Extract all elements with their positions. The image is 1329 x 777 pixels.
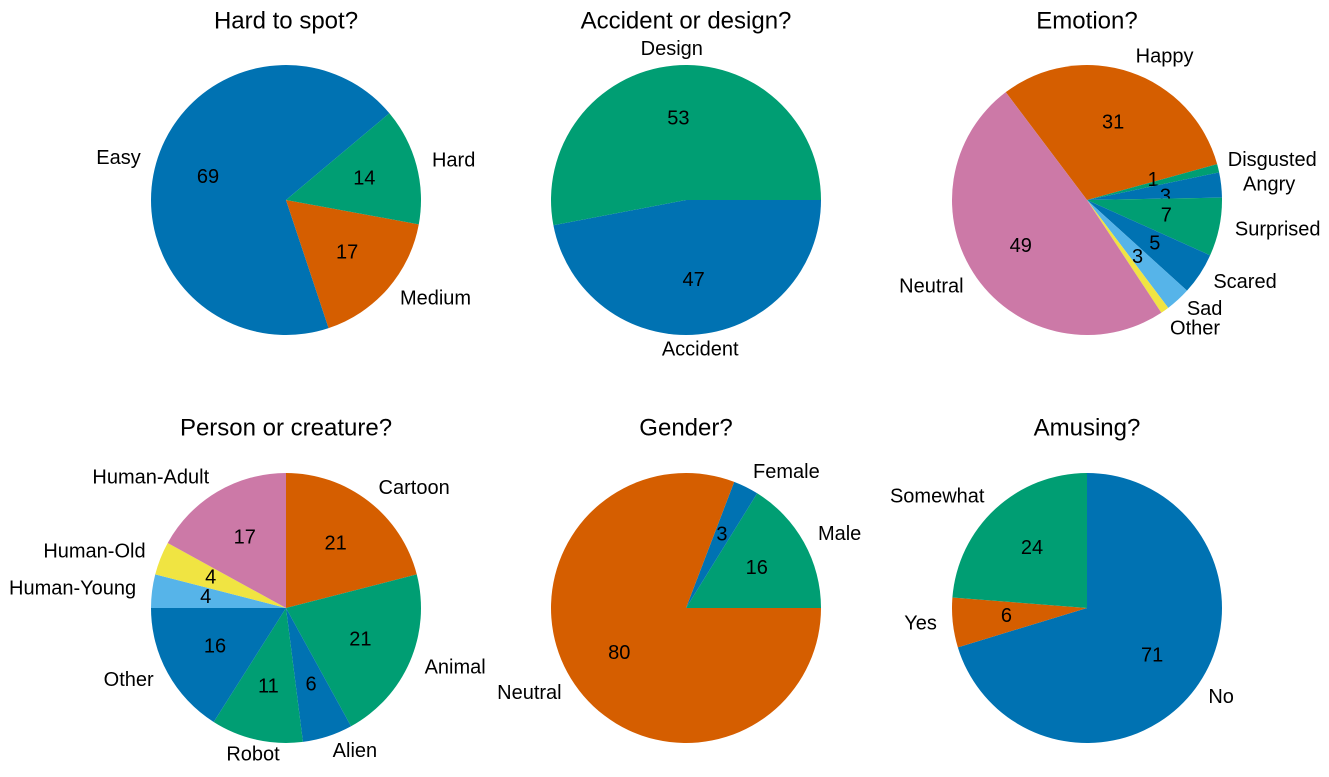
slice-value: 3	[1160, 185, 1171, 207]
pie-slice-scared	[1087, 200, 1211, 291]
slice-value: 31	[1102, 112, 1124, 134]
pie-slice-surprised	[1087, 197, 1222, 256]
slice-label: Neutral	[899, 275, 963, 297]
pie-slice-somewhat	[952, 473, 1087, 608]
pie-slice-easy	[150, 64, 390, 335]
pie-slice-happy	[1005, 65, 1218, 200]
slice-label: Neutral	[497, 682, 561, 704]
slice-label: No	[1208, 686, 1234, 708]
pie-person-or-creature: Person or creature? 21 Cartoon 21 Animal 6 Ali…	[9, 414, 486, 765]
pie-slice-accident	[553, 200, 821, 336]
chart-title: Amusing?	[1034, 414, 1141, 441]
slice-label: Hard	[432, 150, 475, 172]
slice-value: 47	[682, 269, 704, 291]
pie-slice-male	[686, 493, 821, 608]
slice-value: 5	[1149, 233, 1160, 255]
pie-hard-to-spot: Hard to spot? 69 Easy 17 Medium 14 Hard	[96, 7, 475, 335]
slice-value: 6	[305, 673, 316, 695]
slice-label: Disgusted	[1228, 149, 1317, 171]
pie-slice-angry	[1087, 172, 1222, 200]
chart-title: Emotion?	[1036, 7, 1137, 34]
slice-label: Yes	[904, 613, 937, 635]
slice-value: 21	[349, 628, 371, 650]
chart-title: Person or creature?	[180, 414, 392, 441]
slice-value: 11	[258, 675, 279, 697]
pie-slice-yes	[952, 597, 1087, 648]
slice-value: 1	[1148, 169, 1159, 191]
chart-title: Gender?	[639, 414, 732, 441]
slice-label: Accident	[662, 339, 739, 361]
slice-value: 24	[1021, 537, 1043, 559]
pie-slice-neutral	[551, 473, 821, 743]
slice-label: Animal	[425, 656, 486, 678]
slice-label: Male	[818, 523, 861, 545]
slice-label: Other	[104, 669, 154, 691]
slice-label: Somewhat	[890, 485, 985, 507]
pie-amusing: Amusing? 71 No 6 Yes 24 Somewhat	[890, 414, 1234, 744]
pie-slice-other	[1087, 200, 1169, 313]
slice-label: Design	[641, 38, 703, 60]
pie-slice-human-young	[151, 574, 286, 608]
slice-label: Easy	[96, 147, 140, 169]
pie-slice-no	[957, 473, 1222, 744]
slice-value: 69	[197, 166, 219, 188]
slice-label: Medium	[400, 287, 471, 309]
slice-value: 17	[336, 241, 358, 263]
chart-title: Hard to spot?	[214, 7, 358, 34]
slice-value: 6	[1001, 605, 1012, 627]
slice-value: 17	[234, 527, 256, 549]
slice-value: 16	[204, 635, 226, 657]
slice-value: 16	[746, 557, 768, 579]
slice-value: 49	[1010, 235, 1032, 257]
slice-value: 21	[325, 532, 347, 554]
slice-value: 4	[205, 566, 216, 588]
pie-slice-disgusted	[1087, 164, 1220, 200]
slice-value: 7	[1161, 205, 1172, 227]
pie-slice-female	[686, 481, 758, 608]
slice-label: Alien	[333, 740, 377, 762]
slice-value: 4	[200, 586, 211, 608]
pie-gender: Gender? 16 Male 3 Female 80 Neutral	[497, 414, 861, 743]
slice-value: 3	[716, 524, 727, 546]
slice-label: Human-Adult	[92, 466, 209, 488]
slice-label: Surprised	[1235, 219, 1321, 241]
pie-slice-neutral	[951, 92, 1162, 336]
pie-slice-animal	[286, 574, 421, 727]
pie-slice-other	[151, 608, 286, 722]
pie-slice-hard	[286, 113, 421, 225]
slice-label: Happy	[1136, 45, 1194, 67]
slice-label: Other	[1170, 318, 1220, 340]
pie-accident-or-design: Accident or design? 47 Accident 53 Design	[551, 7, 821, 361]
slice-value: 53	[667, 108, 689, 130]
pie-slice-human-adult	[167, 473, 286, 608]
chart-title: Accident or design?	[581, 7, 792, 34]
slice-value: 14	[353, 168, 375, 190]
pie-slice-sad	[1087, 200, 1188, 308]
slice-label: Human-Young	[9, 577, 136, 599]
slice-label: Human-Old	[43, 541, 145, 563]
slice-value: 3	[1132, 246, 1143, 268]
slice-label: Scared	[1213, 271, 1276, 293]
slice-label: Female	[753, 461, 820, 483]
slice-label: Sad	[1187, 298, 1223, 320]
pie-slice-cartoon	[286, 473, 417, 608]
slice-value: 71	[1141, 645, 1163, 667]
pie-slice-human-old	[155, 542, 286, 608]
pie-emotion: Emotion? 31 Happy 1 Disgusted 3 Angry 7 Surprise…	[899, 7, 1320, 339]
pie-slice-robot	[213, 608, 303, 743]
slice-label: Cartoon	[379, 477, 450, 499]
pie-slice-alien	[286, 608, 352, 742]
pie-slice-medium	[286, 200, 419, 329]
pie-slice-design	[551, 65, 821, 226]
slice-value: 80	[608, 642, 630, 664]
slice-label: Robot	[226, 744, 280, 766]
slice-label: Angry	[1243, 173, 1295, 195]
